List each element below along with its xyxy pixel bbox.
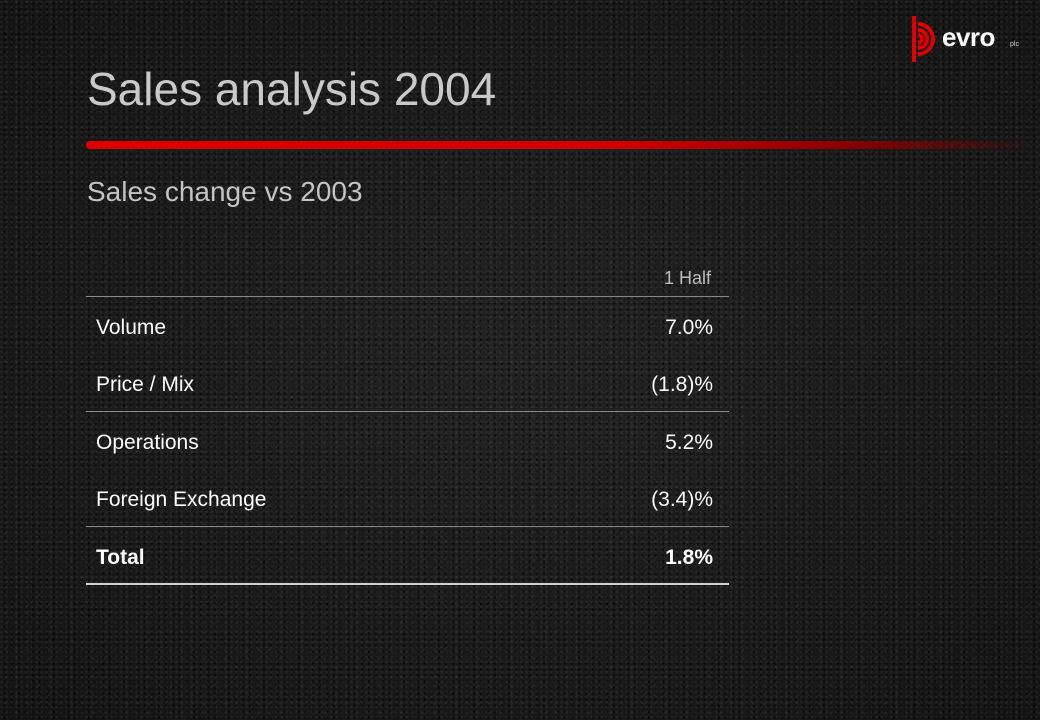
row-label: Operations [96, 431, 199, 454]
title-divider [86, 141, 1036, 149]
table-row: Foreign Exchange (3.4)% [86, 469, 729, 526]
company-logo: evro plc [910, 14, 1030, 64]
row-value: 5.2% [665, 431, 713, 454]
table-header: 1 Half [86, 254, 729, 297]
table-row: Price / Mix (1.8)% [86, 354, 729, 411]
total-value: 1.8% [665, 546, 713, 569]
row-label: Foreign Exchange [96, 488, 267, 511]
row-value: (1.8)% [651, 373, 713, 396]
logo-wordmark: evro [942, 22, 995, 52]
table-group-operations-fx: Operations 5.2% Foreign Exchange (3.4)% [86, 412, 729, 527]
row-value: (3.4)% [651, 488, 713, 511]
sales-change-table: 1 Half Volume 7.0% Price / Mix (1.8)% Op… [86, 254, 729, 585]
table-row-total: Total 1.8% [86, 527, 729, 585]
table-group-volume-price: Volume 7.0% Price / Mix (1.8)% [86, 297, 729, 412]
slide-title: Sales analysis 2004 [87, 63, 497, 115]
total-label: Total [96, 546, 145, 569]
logo-plc-suffix: plc [1010, 41, 1019, 48]
row-label: Volume [96, 316, 167, 339]
logo-mark-icon [912, 16, 935, 62]
slide-subtitle: Sales change vs 2003 [87, 176, 363, 207]
row-label: Price / Mix [96, 373, 195, 396]
table-row: Volume 7.0% [86, 297, 729, 354]
column-header-1-half: 1 Half [663, 268, 711, 288]
table-row: Operations 5.2% [86, 412, 729, 469]
row-value: 7.0% [665, 316, 713, 339]
